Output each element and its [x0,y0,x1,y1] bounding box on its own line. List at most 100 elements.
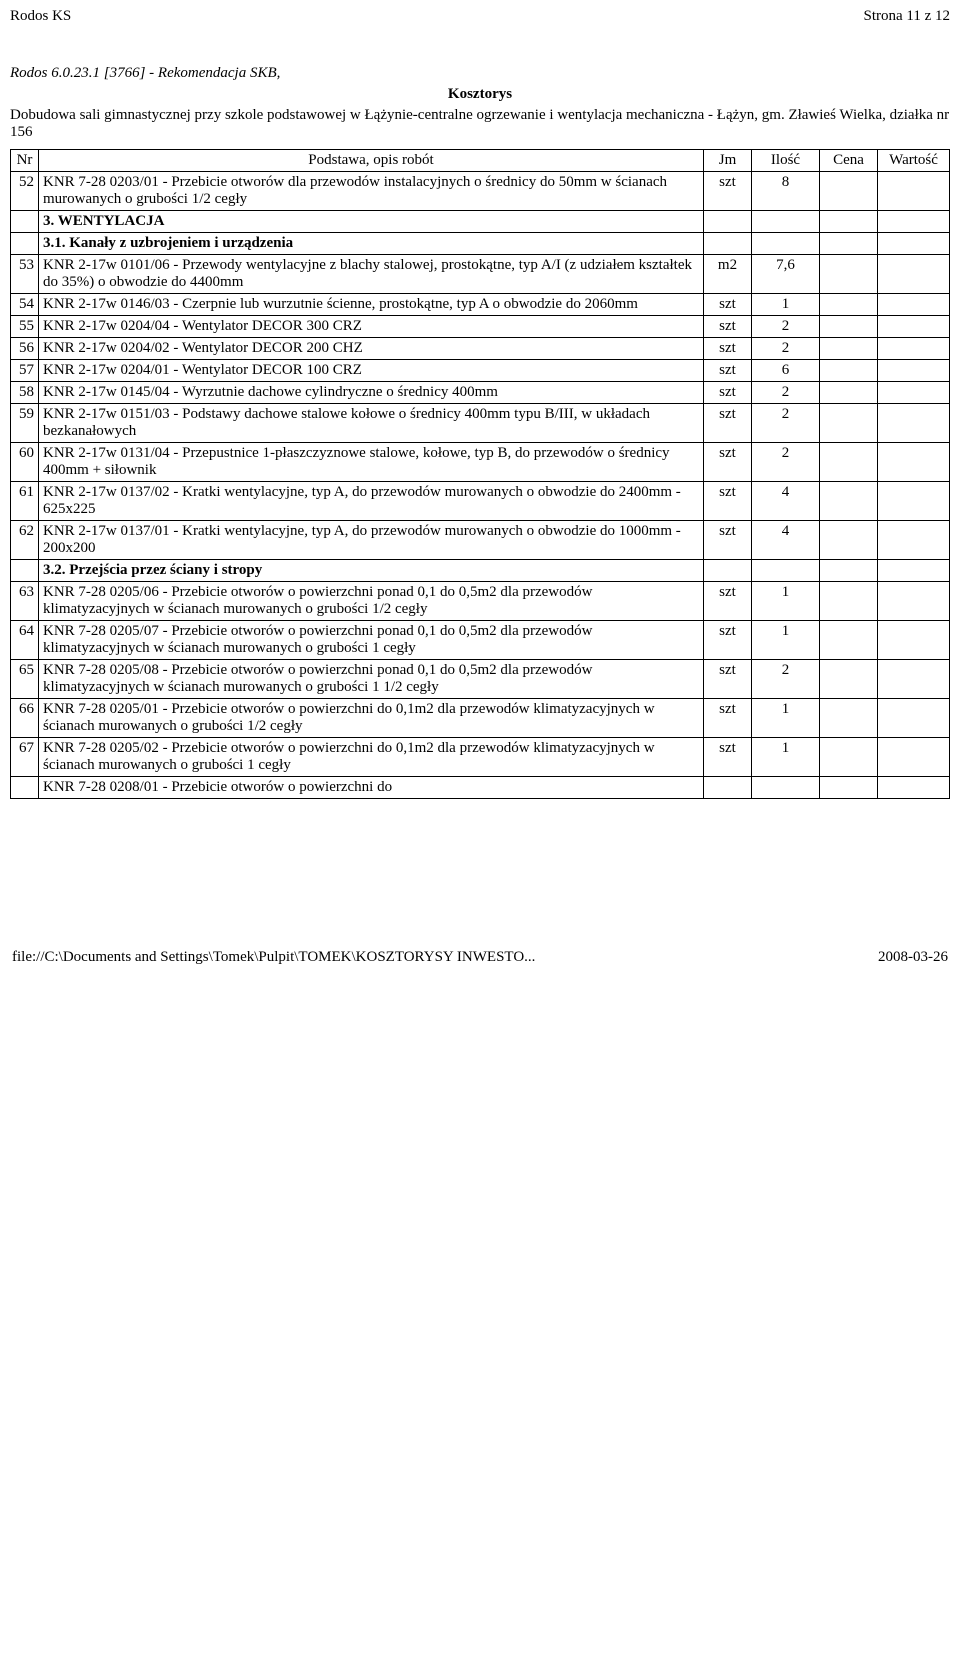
row-description: KNR 7-28 0205/01 - Przebicie otworów o p… [39,699,704,738]
table-row: 56KNR 2-17w 0204/02 - Wentylator DECOR 2… [11,338,950,360]
row-quantity: 8 [752,172,820,211]
row-price [820,316,878,338]
project-description: Dobudowa sali gimnastycznej przy szkole … [10,107,950,141]
row-nr: 58 [11,382,39,404]
row-description: KNR 2-17w 0101/06 - Przewody wentylacyjn… [39,255,704,294]
row-unit: szt [704,172,752,211]
row-price [820,338,878,360]
row-unit: szt [704,443,752,482]
row-description: KNR 2-17w 0146/03 - Czerpnie lub wurzutn… [39,294,704,316]
row-nr: 55 [11,316,39,338]
row-unit: szt [704,382,752,404]
row-value [878,172,950,211]
empty-cell [878,233,950,255]
row-unit: szt [704,294,752,316]
empty-cell [704,777,752,799]
empty-cell [878,777,950,799]
section-label: 3.1. Kanały z uzbrojeniem i urządzenia [39,233,704,255]
row-price [820,443,878,482]
row-quantity: 2 [752,316,820,338]
table-row: 3. WENTYLACJA [11,211,950,233]
row-nr: 64 [11,621,39,660]
row-value [878,660,950,699]
row-quantity: 4 [752,521,820,560]
row-value [878,404,950,443]
row-value [878,338,950,360]
section-label: 3. WENTYLACJA [39,211,704,233]
row-unit: szt [704,482,752,521]
row-price [820,699,878,738]
row-unit: szt [704,621,752,660]
row-description: KNR 2-17w 0204/02 - Wentylator DECOR 200… [39,338,704,360]
row-description: KNR 7-28 0205/02 - Przebicie otworów o p… [39,738,704,777]
row-nr: 59 [11,404,39,443]
row-price [820,172,878,211]
row-quantity: 2 [752,338,820,360]
row-nr [11,211,39,233]
row-nr: 61 [11,482,39,521]
table-header-row: Nr Podstawa, opis robót Jm Ilość Cena Wa… [11,150,950,172]
row-unit: szt [704,699,752,738]
row-quantity: 1 [752,582,820,621]
row-description: KNR 7-28 0205/07 - Przebicie otworów o p… [39,621,704,660]
row-nr: 63 [11,582,39,621]
row-price [820,482,878,521]
table-row: 62KNR 2-17w 0137/01 - Kratki wentylacyjn… [11,521,950,560]
row-quantity: 1 [752,699,820,738]
row-price [820,382,878,404]
row-nr: 66 [11,699,39,738]
row-unit: szt [704,582,752,621]
col-qty-header: Ilość [752,150,820,172]
empty-cell [752,211,820,233]
table-row: 55KNR 2-17w 0204/04 - Wentylator DECOR 3… [11,316,950,338]
row-price [820,255,878,294]
row-value [878,360,950,382]
empty-cell [878,560,950,582]
row-quantity: 2 [752,404,820,443]
estimate-table: Nr Podstawa, opis robót Jm Ilość Cena Wa… [10,149,950,799]
row-nr: 60 [11,443,39,482]
table-row: 54KNR 2-17w 0146/03 - Czerpnie lub wurzu… [11,294,950,316]
row-value [878,699,950,738]
row-unit: szt [704,660,752,699]
row-description: KNR 2-17w 0131/04 - Przepustnice 1-płasz… [39,443,704,482]
table-row: 64KNR 7-28 0205/07 - Przebicie otworów o… [11,621,950,660]
page-header: Rodos KS Strona 11 z 12 [10,8,950,25]
col-desc-header: Podstawa, opis robót [39,150,704,172]
header-right: Strona 11 z 12 [863,8,950,25]
table-row: 53KNR 2-17w 0101/06 - Przewody wentylacy… [11,255,950,294]
row-nr [11,233,39,255]
table-row: 67KNR 7-28 0205/02 - Przebicie otworów o… [11,738,950,777]
row-quantity: 1 [752,738,820,777]
row-value [878,521,950,560]
empty-cell [820,777,878,799]
row-unit: szt [704,338,752,360]
table-row: 58KNR 2-17w 0145/04 - Wyrzutnie dachowe … [11,382,950,404]
table-row: 65KNR 7-28 0205/08 - Przebicie otworów o… [11,660,950,699]
row-price [820,294,878,316]
empty-cell [704,211,752,233]
row-quantity: 2 [752,443,820,482]
row-quantity: 4 [752,482,820,521]
row-description: KNR 2-17w 0204/01 - Wentylator DECOR 100… [39,360,704,382]
table-row: 63KNR 7-28 0205/06 - Przebicie otworów o… [11,582,950,621]
row-unit: szt [704,316,752,338]
row-description: KNR 2-17w 0137/01 - Kratki wentylacyjne,… [39,521,704,560]
table-row: 60KNR 2-17w 0131/04 - Przepustnice 1-pła… [11,443,950,482]
row-quantity: 6 [752,360,820,382]
row-price [820,404,878,443]
empty-cell [820,233,878,255]
row-price [820,660,878,699]
row-nr [11,560,39,582]
table-row: 3.2. Przejścia przez ściany i stropy [11,560,950,582]
row-quantity: 7,6 [752,255,820,294]
row-description: KNR 7-28 0208/01 - Przebicie otworów o p… [39,777,704,799]
empty-cell [820,560,878,582]
row-value [878,482,950,521]
row-unit: szt [704,521,752,560]
row-unit: szt [704,404,752,443]
empty-cell [752,560,820,582]
footer-path: file://C:\Documents and Settings\Tomek\P… [12,949,535,966]
row-description: KNR 7-28 0205/08 - Przebicie otworów o p… [39,660,704,699]
document-title: Kosztorys [10,86,950,103]
